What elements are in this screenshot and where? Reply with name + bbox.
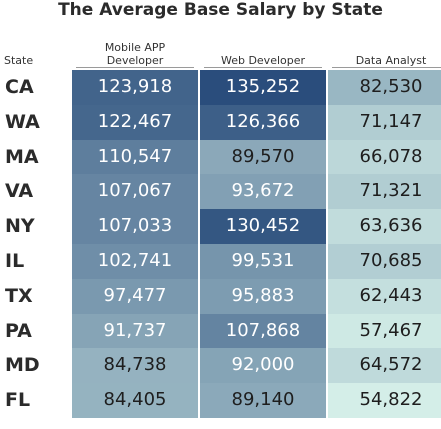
heatmap-cell	[200, 174, 326, 210]
column-header: Data Analyst	[355, 54, 427, 67]
heatmap-cell	[328, 383, 441, 419]
cell-value-label: 107,868	[225, 319, 301, 341]
column-header-rule	[76, 67, 194, 68]
column-header: Mobile APP Developer	[104, 41, 166, 67]
cell-value-label: 123,918	[97, 76, 173, 97]
heatmap-cell	[200, 348, 326, 384]
cell-value-label: 97,477	[103, 284, 167, 306]
heatmap-cell	[200, 139, 326, 175]
cell-value-label: 89,570	[231, 145, 295, 167]
heatmap-cell	[72, 70, 198, 106]
heatmap-cell	[200, 104, 326, 141]
row-label: IL	[5, 250, 25, 272]
heatmap-cell	[200, 209, 326, 245]
heatmap-cell	[72, 174, 198, 210]
heatmap-cell	[200, 313, 326, 349]
heatmap-cell	[72, 383, 198, 419]
cell-value-label: 71,321	[359, 180, 423, 202]
cell-value-label: 122,467	[97, 110, 173, 132]
row-header-state: State	[4, 54, 34, 67]
row-label: MD	[5, 354, 40, 377]
column-header: Web Developer	[220, 54, 306, 67]
row-label: PA	[5, 319, 32, 342]
cell-value-label: 62,443	[359, 284, 423, 306]
row-label: WA	[5, 110, 40, 133]
heatmap-cell	[72, 348, 198, 384]
row-label: NY	[5, 215, 35, 238]
heatmap-cell	[72, 139, 198, 175]
cell-value-label: 102,741	[97, 250, 173, 271]
heatmap-cell	[328, 348, 441, 384]
cell-value-label: 70,685	[359, 250, 423, 271]
cell-value-label: 71,147	[359, 110, 423, 132]
cell-value-label: 107,033	[97, 215, 173, 237]
chart-title: The Average Base Salary by State	[58, 0, 383, 20]
cell-value-label: 93,672	[231, 180, 295, 202]
heatmap-cell	[72, 313, 198, 349]
heatmap-cell	[200, 244, 326, 280]
column-header-rule	[332, 67, 441, 68]
cell-value-label: 135,252	[225, 76, 301, 97]
cell-value-label: 92,000	[231, 354, 295, 376]
heatmap-cell	[72, 209, 198, 245]
cell-value-label: 82,530	[359, 76, 423, 97]
row-label: MA	[5, 145, 39, 168]
cell-value-label: 89,140	[231, 389, 295, 411]
row-label: CA	[5, 76, 34, 98]
cell-value-label: 130,452	[225, 215, 301, 237]
cell-value-label: 84,738	[103, 354, 167, 376]
cell-value-label: 107,067	[97, 180, 173, 202]
heatmap-cell	[72, 244, 198, 280]
heatmap-cell	[328, 104, 441, 141]
cell-value-label: 66,078	[359, 145, 423, 167]
heatmap-cell	[328, 313, 441, 349]
row-label: TX	[5, 284, 33, 307]
heatmap-cell	[72, 278, 198, 315]
heatmap-cell	[200, 383, 326, 419]
heatmap-cell	[328, 174, 441, 210]
cell-value-label: 63,636	[359, 215, 423, 237]
heatmap-cell	[200, 278, 326, 315]
cell-value-label: 84,405	[103, 389, 167, 411]
heatmap-cell	[328, 139, 441, 175]
cell-value-label: 110,547	[97, 145, 173, 167]
heatmap-cell	[328, 278, 441, 315]
cell-value-label: 99,531	[231, 250, 295, 271]
heatmap-cell	[200, 70, 326, 106]
heatmap-cell	[328, 209, 441, 245]
cell-value-label: 54,822	[359, 389, 423, 411]
heatmap-cell	[328, 70, 441, 106]
row-label: VA	[5, 180, 34, 203]
heatmap-cell	[72, 104, 198, 141]
cell-value-label: 126,366	[225, 110, 301, 132]
cell-value-label: 91,737	[103, 319, 167, 341]
cell-value-label: 95,883	[231, 284, 295, 306]
cell-value-label: 57,467	[359, 319, 423, 341]
column-header-rule	[204, 67, 322, 68]
cell-value-label: 64,572	[359, 354, 423, 376]
heatmap-cell	[328, 244, 441, 280]
row-label: FL	[5, 389, 31, 412]
